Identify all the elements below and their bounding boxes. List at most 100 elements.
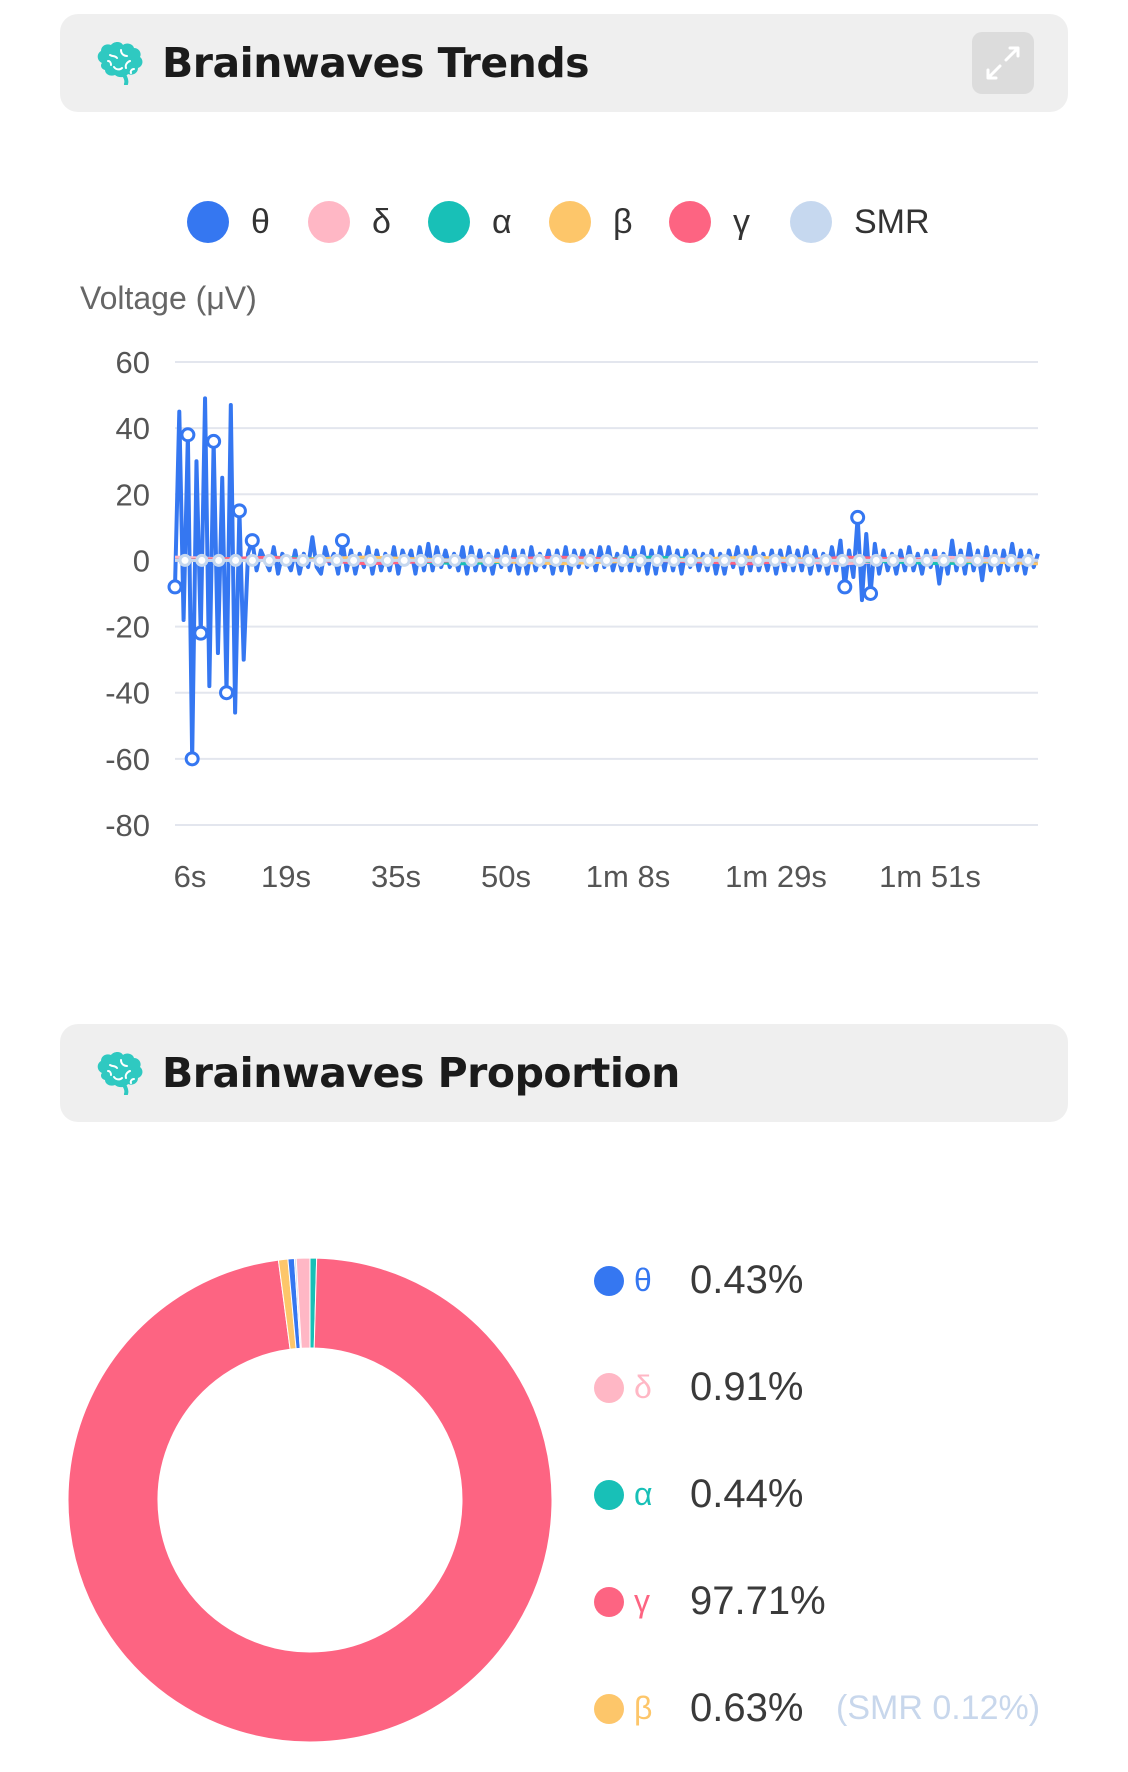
legend-dot [594,1373,624,1403]
series-point [785,553,799,567]
series-point [363,553,377,567]
series-line [173,396,1040,761]
series-point [465,553,479,567]
legend-dot [669,201,711,243]
legend-dot [308,201,350,243]
series-point [431,553,445,567]
x-tick-label: 1m 8s [586,859,670,894]
y-tick-label: 60 [116,345,150,380]
legend-dot [428,201,470,243]
proportion-legend-item-alpha[interactable]: α 0.44% [590,1464,1110,1524]
legend-dot [187,201,229,243]
series-point [414,553,428,567]
series-point [167,579,183,595]
legend-value: 0.43% [690,1258,804,1302]
x-tick-label: 1m 51s [879,859,981,894]
proportion-donut-chart [67,1257,553,1743]
series-point [231,503,247,519]
series-point [987,553,1001,567]
series-point [380,553,394,567]
trends-legend: θ δ α β γ SMR [0,196,1128,248]
pie-slice[interactable] [295,1257,311,1349]
series-point [684,553,698,567]
x-tick-label: 19s [261,859,311,894]
proportion-header: Brainwaves Proportion [60,1024,1068,1122]
series-point [178,553,192,567]
proportion-legend-item-theta[interactable]: θ 0.43% [590,1250,1110,1310]
series-point [180,427,196,443]
legend-symbol: α [634,1476,653,1512]
legend-dot [594,1694,624,1724]
x-tick-label: 6s [174,859,207,894]
series-point [920,553,934,567]
legend-label: α [492,203,512,241]
trends-header: Brainwaves Trends [60,14,1068,112]
series-point [532,553,546,567]
y-tick-label: -60 [105,742,150,777]
series-point [245,553,259,567]
y-tick-label: -40 [105,676,150,711]
series-point [193,625,209,641]
series-point [633,553,647,567]
legend-symbol: θ [634,1262,652,1298]
series-point [650,553,664,567]
x-tick-label: 50s [481,859,531,894]
series-point [334,533,350,549]
y-tick-label: 20 [116,477,150,512]
legend-dot [594,1587,624,1617]
proportion-title: Brainwaves Proportion [162,1049,680,1097]
series-point [954,553,968,567]
series-point [718,553,732,567]
legend-symbol: β [634,1690,653,1726]
proportion-legend-item-gamma[interactable]: γ 97.71% [590,1571,1110,1631]
series-point [515,553,529,567]
series-point [1021,553,1035,567]
legend-label: β [613,203,633,241]
series-point [869,553,883,567]
legend-value: 97.71% [690,1579,826,1623]
y-axis-label: Voltage (μV) [80,280,257,316]
series-point [1004,553,1018,567]
proportion-legend-item-delta[interactable]: δ 0.91% [590,1357,1110,1417]
trends-line-chart: 60 40 20 0 -20 -40 -60 -80 6s 19s 35s 50s 1m 8s 1m 29… [105,345,1040,894]
series-point [863,586,879,601]
series-point [852,553,866,567]
series-point [229,553,243,567]
series-point [206,433,222,449]
legend-dot [549,201,591,243]
x-tick-label: 1m 29s [725,859,827,894]
legend-label: δ [372,203,391,241]
legend-symbol: γ [634,1583,650,1619]
series-point [667,553,681,567]
series-point [397,553,411,567]
brain-icon [97,42,143,85]
series-point [244,533,260,549]
legend-dot [594,1480,624,1510]
proportion-legend-item-beta[interactable]: β 0.63% (SMR 0.12%) [590,1678,1110,1738]
series-point [313,553,327,567]
pie-slice[interactable] [67,1257,553,1743]
y-tick-label: -80 [105,808,150,843]
series-point [481,553,495,567]
legend-label: SMR [854,203,930,241]
series-point [886,553,900,567]
legend-symbol: δ [634,1369,652,1405]
series-point [279,553,293,567]
brain-icon [97,1052,143,1095]
series-point [734,553,748,567]
series-point [498,553,512,567]
series-point [837,579,853,595]
series-point [701,553,715,567]
series-point [850,509,866,525]
legend-value: 0.91% [690,1365,804,1409]
series-point [802,553,816,567]
series-point [970,553,984,567]
series-point [195,553,209,567]
expand-icon [986,46,1020,80]
legend-label: θ [251,203,270,241]
series-point [448,553,462,567]
x-tick-label: 35s [371,859,421,894]
series-point [296,553,310,567]
expand-button[interactable] [972,32,1034,94]
series-point [600,553,613,567]
